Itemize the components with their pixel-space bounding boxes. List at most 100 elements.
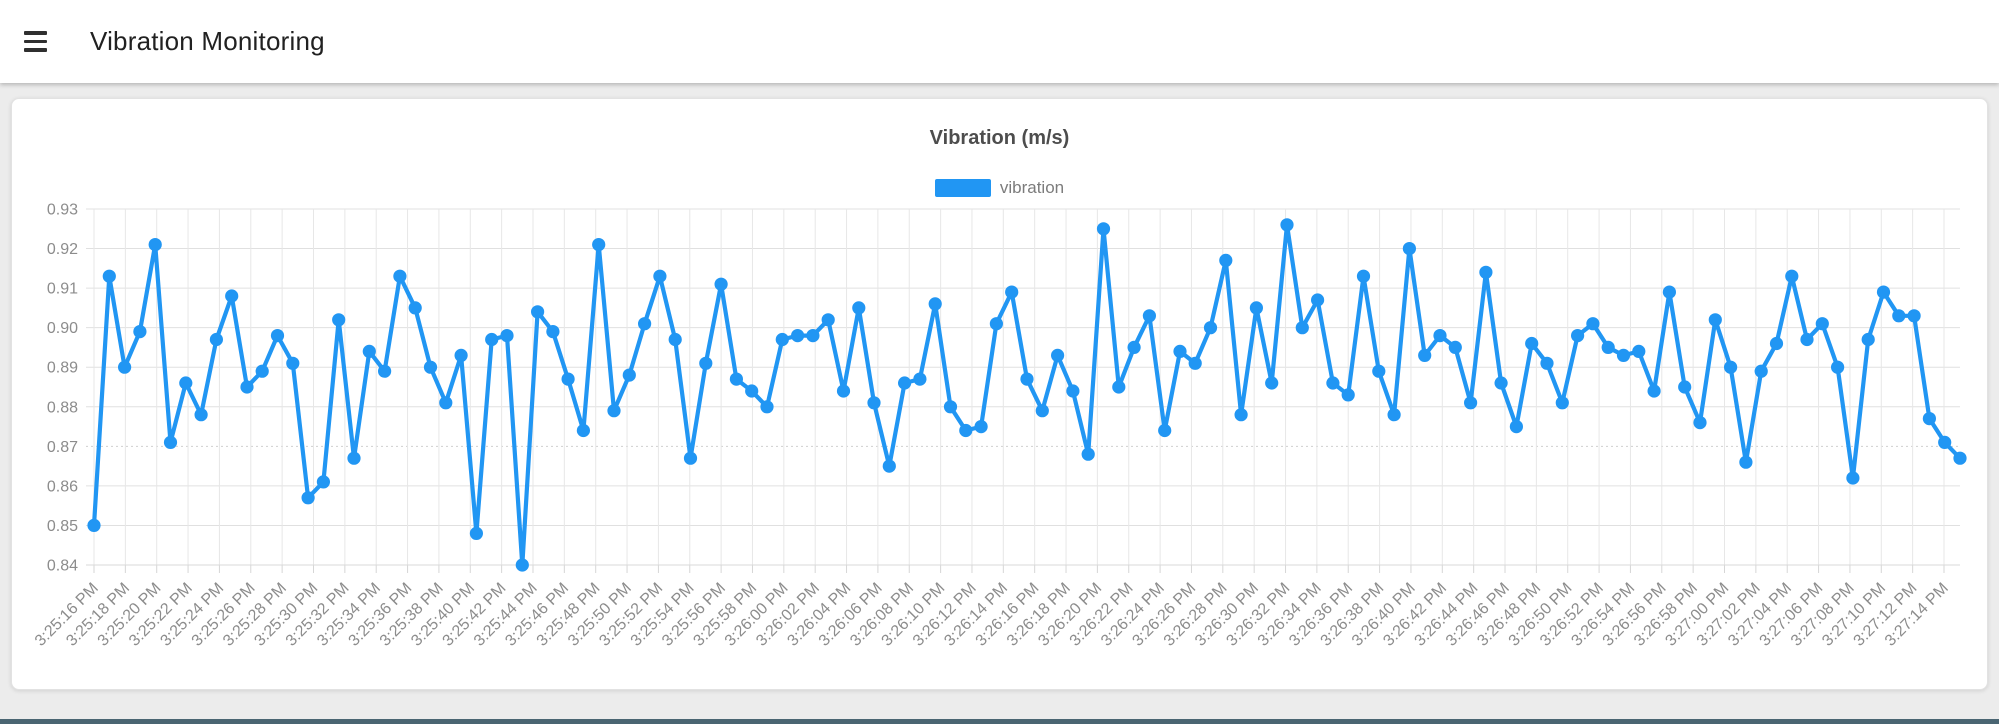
data-point[interactable]: [1051, 348, 1065, 362]
data-point[interactable]: [913, 372, 927, 386]
data-point[interactable]: [1509, 420, 1523, 434]
data-point[interactable]: [1907, 309, 1921, 323]
data-point[interactable]: [561, 372, 575, 386]
data-point[interactable]: [1311, 293, 1325, 307]
data-point[interactable]: [270, 329, 285, 343]
data-point[interactable]: [1800, 332, 1814, 347]
data-point[interactable]: [1876, 285, 1891, 299]
data-point[interactable]: [1938, 435, 1952, 449]
data-point[interactable]: [1922, 412, 1936, 426]
data-point[interactable]: [989, 317, 1004, 331]
data-point[interactable]: [1724, 360, 1738, 374]
data-point[interactable]: [882, 459, 896, 473]
data-point[interactable]: [638, 317, 652, 331]
data-point[interactable]: [1112, 380, 1126, 394]
data-point[interactable]: [1158, 423, 1172, 438]
data-point[interactable]: [1678, 380, 1692, 394]
data-point[interactable]: [821, 313, 835, 327]
data-point[interactable]: [1647, 384, 1661, 398]
legend-item-vibration[interactable]: vibration: [934, 178, 1064, 198]
data-point[interactable]: [836, 384, 851, 398]
menu-button[interactable]: [12, 19, 58, 65]
data-point[interactable]: [943, 400, 958, 414]
data-point[interactable]: [729, 372, 744, 386]
data-point[interactable]: [1448, 340, 1462, 354]
data-point[interactable]: [1571, 329, 1585, 343]
data-point[interactable]: [286, 356, 300, 370]
data-point[interactable]: [1234, 408, 1248, 422]
data-point[interactable]: [546, 325, 560, 339]
data-point[interactable]: [1601, 340, 1615, 354]
data-point[interactable]: [316, 475, 330, 489]
data-point[interactable]: [1035, 404, 1049, 418]
data-point[interactable]: [1219, 253, 1233, 267]
data-point[interactable]: [1769, 336, 1784, 351]
data-point[interactable]: [332, 313, 346, 327]
data-point[interactable]: [1616, 348, 1631, 362]
data-point[interactable]: [576, 423, 591, 438]
data-point[interactable]: [1555, 396, 1569, 410]
data-point[interactable]: [1402, 242, 1416, 256]
data-point[interactable]: [1173, 344, 1187, 358]
data-point[interactable]: [301, 491, 315, 505]
data-point[interactable]: [378, 364, 392, 378]
data-point[interactable]: [240, 380, 254, 394]
data-point[interactable]: [515, 558, 529, 572]
data-point[interactable]: [1662, 285, 1676, 299]
data-point[interactable]: [1387, 408, 1401, 422]
data-point[interactable]: [1831, 360, 1845, 374]
data-point[interactable]: [1081, 447, 1095, 461]
data-point[interactable]: [1464, 396, 1478, 410]
data-point[interactable]: [408, 301, 422, 315]
data-point[interactable]: [867, 396, 881, 410]
data-point[interactable]: [714, 277, 728, 291]
data-point[interactable]: [1525, 336, 1539, 351]
data-point[interactable]: [179, 376, 193, 390]
data-point[interactable]: [1785, 269, 1799, 283]
data-point[interactable]: [87, 518, 101, 532]
data-point[interactable]: [607, 404, 621, 418]
data-point[interactable]: [1142, 309, 1156, 323]
data-point[interactable]: [668, 332, 682, 347]
data-point[interactable]: [255, 364, 269, 378]
data-point[interactable]: [1708, 313, 1722, 327]
data-point[interactable]: [1693, 416, 1707, 430]
data-point[interactable]: [163, 435, 178, 449]
data-point[interactable]: [898, 376, 912, 390]
data-point[interactable]: [194, 408, 208, 422]
data-point[interactable]: [1846, 471, 1860, 485]
data-point[interactable]: [622, 368, 636, 382]
data-point[interactable]: [1479, 265, 1493, 279]
data-point[interactable]: [806, 329, 820, 343]
data-point[interactable]: [1096, 222, 1111, 236]
data-point[interactable]: [1127, 340, 1141, 354]
data-point[interactable]: [683, 451, 698, 465]
data-point[interactable]: [1356, 269, 1371, 283]
data-point[interactable]: [1005, 285, 1019, 299]
chart-canvas[interactable]: 0.93 0.92 0.91 0.90 0.89 0.88 0.87 0.86 0.85 0.84…: [12, 99, 1987, 689]
data-point[interactable]: [225, 289, 239, 303]
data-point[interactable]: [393, 269, 407, 283]
data-point[interactable]: [531, 305, 545, 319]
data-point[interactable]: [592, 238, 606, 252]
data-point[interactable]: [852, 301, 866, 315]
data-point[interactable]: [1280, 218, 1294, 232]
data-point[interactable]: [1066, 384, 1080, 398]
data-point[interactable]: [699, 356, 713, 370]
data-point[interactable]: [1754, 364, 1768, 378]
data-point[interactable]: [1815, 317, 1829, 331]
data-point[interactable]: [1249, 301, 1263, 315]
data-point[interactable]: [1861, 332, 1875, 347]
data-point[interactable]: [454, 348, 468, 362]
data-point[interactable]: [209, 332, 223, 347]
data-point[interactable]: [1295, 321, 1309, 335]
data-point[interactable]: [791, 329, 805, 343]
data-point[interactable]: [653, 269, 667, 283]
data-point[interactable]: [439, 396, 453, 410]
data-point[interactable]: [485, 332, 499, 347]
data-point[interactable]: [148, 238, 162, 252]
data-point[interactable]: [1341, 388, 1355, 402]
data-point[interactable]: [760, 400, 774, 414]
data-point[interactable]: [928, 297, 942, 311]
data-point[interactable]: [1433, 329, 1447, 343]
